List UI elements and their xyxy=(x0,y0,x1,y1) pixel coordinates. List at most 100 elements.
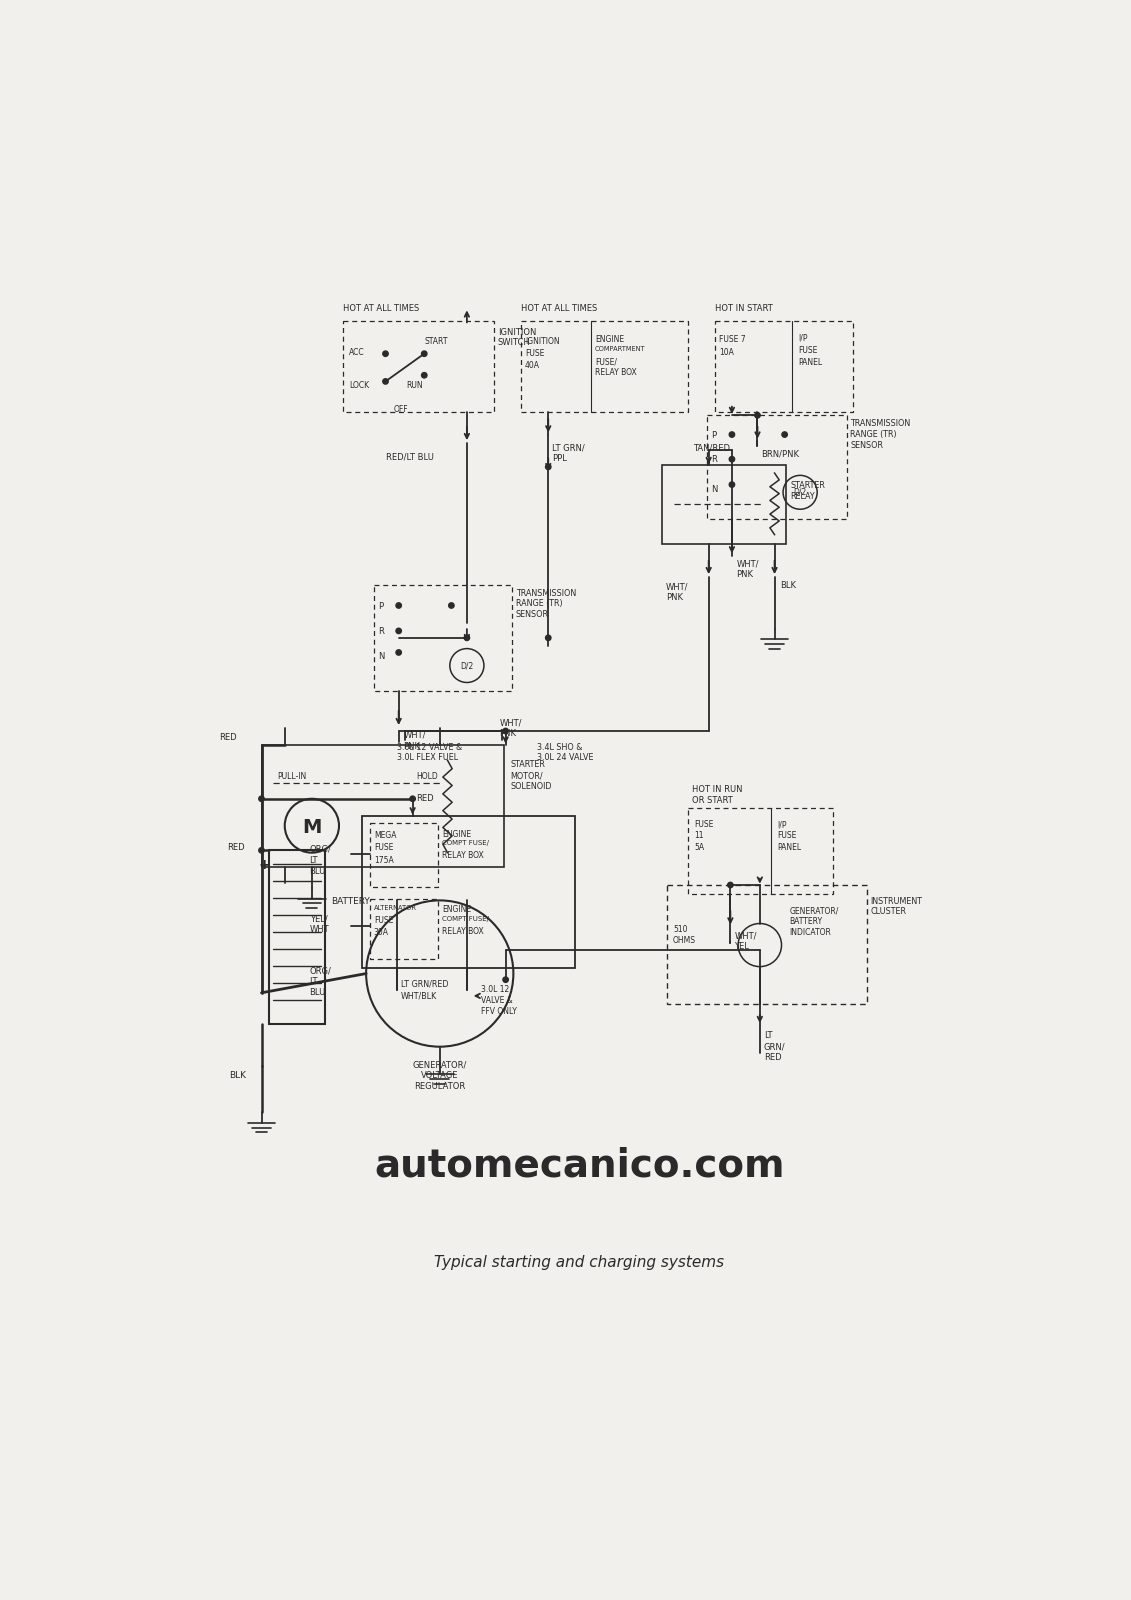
Circle shape xyxy=(382,379,388,384)
Text: WHT/BLK: WHT/BLK xyxy=(402,992,438,1000)
Text: RELAY BOX: RELAY BOX xyxy=(595,368,637,378)
Text: PULL-IN: PULL-IN xyxy=(277,771,307,781)
Text: 3.0L 12: 3.0L 12 xyxy=(481,986,509,994)
Text: FUSE/: FUSE/ xyxy=(595,357,616,366)
Text: OHMS: OHMS xyxy=(673,936,696,946)
Text: PNK: PNK xyxy=(666,594,683,602)
Circle shape xyxy=(259,797,265,802)
Text: FUSE: FUSE xyxy=(525,349,544,358)
Bar xyxy=(715,322,853,413)
Text: PNK: PNK xyxy=(500,730,517,739)
Text: ORG/: ORG/ xyxy=(310,845,331,854)
Text: RED/LT BLU: RED/LT BLU xyxy=(386,453,433,461)
Text: REGULATOR: REGULATOR xyxy=(414,1082,465,1091)
Text: RANGE (TR): RANGE (TR) xyxy=(516,600,562,608)
Text: LT GRN/RED: LT GRN/RED xyxy=(402,979,449,989)
Text: BATTERY: BATTERY xyxy=(331,896,370,906)
Text: +: + xyxy=(258,858,270,872)
Text: M: M xyxy=(302,818,321,837)
Bar xyxy=(521,322,688,413)
Circle shape xyxy=(409,797,415,802)
Text: D/2: D/2 xyxy=(460,661,474,670)
Text: BLK: BLK xyxy=(780,581,796,590)
Text: FUSE: FUSE xyxy=(374,915,394,925)
Text: GENERATOR/: GENERATOR/ xyxy=(789,907,839,915)
Text: PANEL: PANEL xyxy=(798,358,822,368)
Text: FUSE: FUSE xyxy=(777,830,796,840)
Text: IGNITION: IGNITION xyxy=(498,328,536,336)
Text: RED: RED xyxy=(219,733,236,742)
Text: YEL: YEL xyxy=(734,942,749,950)
Text: 5A: 5A xyxy=(694,843,705,853)
Circle shape xyxy=(729,456,735,462)
Circle shape xyxy=(422,373,428,378)
Text: P: P xyxy=(378,602,383,611)
Text: 3.0L FLEX FUEL: 3.0L FLEX FUEL xyxy=(397,754,458,762)
Text: 3.0L 12 VALVE &: 3.0L 12 VALVE & xyxy=(397,742,463,752)
Text: FUSE 7: FUSE 7 xyxy=(718,336,745,344)
Text: SENSOR: SENSOR xyxy=(851,440,883,450)
Circle shape xyxy=(396,603,402,608)
Text: 510: 510 xyxy=(673,925,688,934)
Circle shape xyxy=(545,635,551,640)
Text: LT: LT xyxy=(763,1032,772,1040)
Circle shape xyxy=(449,603,454,608)
Text: SOLENOID: SOLENOID xyxy=(510,782,552,790)
Text: TRANSMISSION: TRANSMISSION xyxy=(516,589,576,597)
Text: HOT IN RUN: HOT IN RUN xyxy=(692,786,742,794)
Circle shape xyxy=(503,728,508,734)
Text: COMPARTMENT: COMPARTMENT xyxy=(595,346,646,352)
Text: ENGINE: ENGINE xyxy=(595,336,624,344)
Text: STARTER: STARTER xyxy=(791,480,824,490)
Text: SENSOR: SENSOR xyxy=(516,610,549,619)
Text: BRN/PNK: BRN/PNK xyxy=(761,450,800,458)
Bar xyxy=(269,850,325,1024)
Text: 3.0L 24 VALVE: 3.0L 24 VALVE xyxy=(536,754,593,762)
Text: INDICATOR: INDICATOR xyxy=(789,928,831,938)
Bar xyxy=(667,885,866,1005)
Text: IGNITION: IGNITION xyxy=(525,336,560,346)
Text: VOLTAGE: VOLTAGE xyxy=(421,1072,458,1080)
Text: 175A: 175A xyxy=(374,856,394,864)
Text: MOTOR/: MOTOR/ xyxy=(510,771,543,781)
Text: GENERATOR/: GENERATOR/ xyxy=(413,1061,467,1069)
Text: 3.4L SHO &: 3.4L SHO & xyxy=(536,742,582,752)
Text: RELAY: RELAY xyxy=(791,491,814,501)
Text: WHT/: WHT/ xyxy=(666,582,689,592)
Text: P: P xyxy=(711,430,716,440)
Circle shape xyxy=(727,882,733,888)
Text: WHT/: WHT/ xyxy=(404,731,426,739)
Text: VALVE &: VALVE & xyxy=(481,995,512,1005)
Bar xyxy=(707,416,847,520)
Text: ENGINE: ENGINE xyxy=(442,829,472,838)
Circle shape xyxy=(382,350,388,357)
Circle shape xyxy=(396,650,402,654)
Text: ACC: ACC xyxy=(349,349,364,357)
Text: PANEL: PANEL xyxy=(777,843,801,853)
Text: RED: RED xyxy=(416,794,434,803)
Text: PNK: PNK xyxy=(736,570,753,579)
Text: LOCK: LOCK xyxy=(349,381,369,390)
Text: LT: LT xyxy=(310,856,318,864)
Text: TAN/RED: TAN/RED xyxy=(693,443,731,453)
Text: FUSE: FUSE xyxy=(798,346,818,355)
Bar xyxy=(370,824,438,886)
Text: Typical starting and charging systems: Typical starting and charging systems xyxy=(434,1254,724,1270)
Text: COMPT FUSE/: COMPT FUSE/ xyxy=(442,840,489,846)
Text: STARTER: STARTER xyxy=(510,760,545,770)
Text: RANGE (TR): RANGE (TR) xyxy=(851,430,897,438)
Text: SWITCH: SWITCH xyxy=(498,338,530,347)
Text: BLU: BLU xyxy=(310,989,326,997)
Text: WHT/: WHT/ xyxy=(736,560,759,568)
Text: RELAY BOX: RELAY BOX xyxy=(442,851,484,861)
Text: N: N xyxy=(711,485,717,493)
Text: ORG/: ORG/ xyxy=(310,966,331,976)
Text: WHT/: WHT/ xyxy=(734,931,757,941)
Circle shape xyxy=(503,978,508,982)
Text: PPL: PPL xyxy=(552,454,567,462)
Text: LT GRN/: LT GRN/ xyxy=(552,443,585,453)
Text: BLK: BLK xyxy=(228,1072,245,1080)
Text: RED: RED xyxy=(226,843,244,851)
Text: COMPT FUSE/: COMPT FUSE/ xyxy=(442,915,489,922)
Text: ENGINE: ENGINE xyxy=(442,906,472,914)
